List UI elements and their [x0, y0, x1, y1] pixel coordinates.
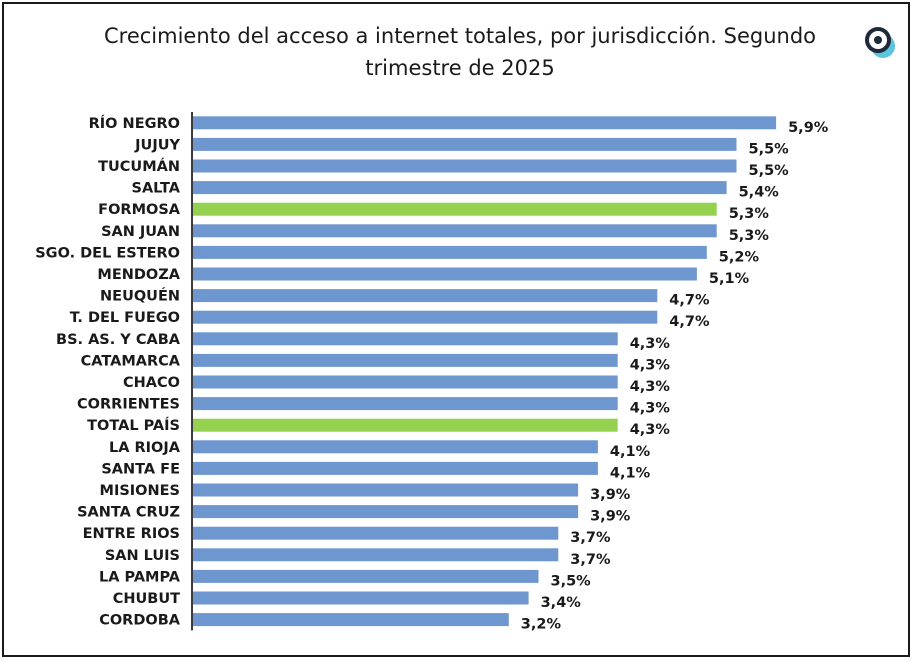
bar-20: [192, 548, 559, 562]
value-label: 4,3%: [630, 401, 671, 417]
bar-13: [192, 397, 618, 411]
bar-11: [192, 353, 618, 367]
value-label: 4,1%: [610, 465, 651, 481]
value-label: 5,1%: [709, 271, 750, 287]
category-label: ENTRE RIOS: [83, 526, 180, 542]
category-label: CORRIENTES: [77, 397, 180, 413]
bar-14: [192, 418, 618, 432]
bar-19: [192, 526, 559, 540]
category-label: MENDOZA: [97, 267, 180, 283]
chart-title-line-1: Crecimiento del acceso a internet totale…: [103, 24, 816, 48]
value-label: 5,2%: [719, 249, 760, 265]
value-label: 4,3%: [630, 357, 671, 373]
bar-7: [192, 267, 697, 281]
category-label: FORMOSA: [98, 202, 181, 218]
category-label: CORDOBA: [99, 613, 181, 629]
bar-2: [192, 159, 737, 173]
value-label: 5,3%: [729, 228, 770, 244]
bar-23: [192, 613, 509, 627]
category-label: TOTAL PAÍS: [87, 417, 180, 434]
bar-5: [192, 224, 717, 238]
category-label: RÍO NEGRO: [89, 115, 180, 132]
category-label: SAN JUAN: [101, 224, 180, 240]
bar-12: [192, 375, 618, 389]
bar-3: [192, 181, 727, 195]
value-label: 5,5%: [749, 141, 790, 157]
value-label: 5,5%: [749, 163, 790, 179]
category-label: SGO. DEL ESTERO: [35, 245, 180, 261]
category-label: SAN LUIS: [105, 548, 180, 564]
bar-4: [192, 202, 717, 216]
category-label: NEUQUÉN: [100, 288, 180, 305]
category-label: MISIONES: [100, 483, 180, 499]
value-label: 3,4%: [541, 595, 582, 611]
category-label: CATAMARCA: [81, 353, 181, 369]
value-label: 5,3%: [729, 206, 770, 222]
value-label: 4,3%: [630, 422, 671, 438]
category-label: JUJUY: [134, 137, 180, 153]
category-label: CHUBUT: [113, 591, 180, 607]
bar-0: [192, 116, 777, 130]
bar-8: [192, 289, 658, 303]
category-label: LA PAMPA: [99, 569, 181, 585]
category-label: SANTA CRUZ: [77, 505, 180, 521]
value-label: 4,7%: [669, 293, 710, 309]
value-label: 3,2%: [521, 617, 562, 633]
bar-16: [192, 461, 598, 475]
category-label: BS. AS. Y CABA: [56, 332, 181, 348]
bar-15: [192, 440, 598, 454]
value-label: 4,3%: [630, 336, 671, 352]
category-label: SANTA FE: [101, 461, 180, 477]
category-label: LA RIOJA: [109, 440, 181, 456]
value-label: 5,9%: [788, 120, 829, 136]
value-label: 3,7%: [570, 530, 611, 546]
brand-logo-icon: [865, 27, 895, 58]
value-label: 3,5%: [551, 573, 592, 589]
value-label: 5,4%: [739, 185, 780, 201]
bar-10: [192, 332, 618, 346]
category-label: T. DEL FUEGO: [70, 310, 180, 326]
category-label: CHACO: [123, 375, 180, 391]
category-label: SALTA: [132, 181, 181, 197]
bar-1: [192, 137, 737, 151]
chart-frame: [2, 2, 910, 657]
value-label: 4,3%: [630, 379, 671, 395]
value-label: 3,9%: [590, 509, 631, 525]
bar-6: [192, 245, 707, 259]
bar-18: [192, 505, 579, 519]
value-label: 3,9%: [590, 487, 631, 503]
chart-title-line-2: trimestre de 2025: [365, 56, 555, 80]
bar-21: [192, 569, 539, 583]
value-label: 3,7%: [570, 552, 611, 568]
bar-9: [192, 310, 658, 324]
bar-17: [192, 483, 579, 497]
bar-22: [192, 591, 529, 605]
value-label: 4,1%: [610, 444, 651, 460]
chart-title: Crecimiento del acceso a internet totale…: [60, 20, 860, 84]
category-label: TUCUMÁN: [98, 158, 180, 175]
value-label: 4,7%: [669, 314, 710, 330]
